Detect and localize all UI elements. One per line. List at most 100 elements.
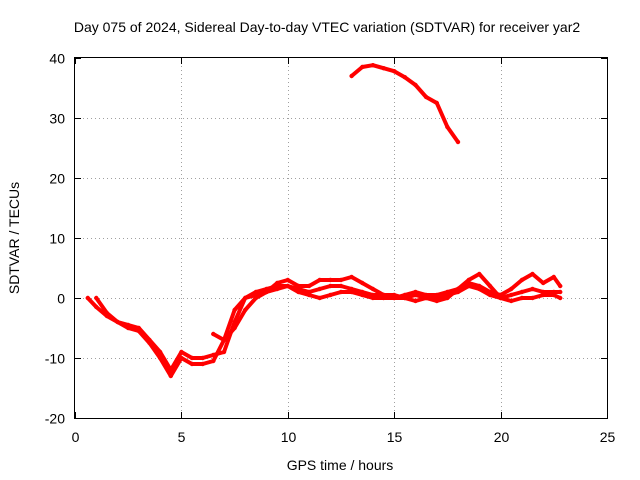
y-tick-label: -20 xyxy=(45,411,65,427)
data-point xyxy=(392,295,397,301)
data-point xyxy=(519,289,525,295)
data-point xyxy=(317,286,322,292)
data-point xyxy=(558,295,563,301)
data-point xyxy=(328,277,333,283)
x-tick-label: 15 xyxy=(387,429,403,445)
data-point xyxy=(253,295,259,301)
data-point xyxy=(477,271,482,277)
data-point xyxy=(392,69,397,74)
data-point xyxy=(360,292,365,298)
grid xyxy=(75,58,607,418)
data-point xyxy=(115,319,120,325)
data-point xyxy=(509,298,514,304)
x-tick-label: 5 xyxy=(178,429,186,445)
data-point xyxy=(360,280,365,286)
data-point xyxy=(317,277,322,283)
data-point xyxy=(275,280,280,286)
data-point xyxy=(530,286,535,292)
data-point xyxy=(381,295,386,301)
data-point xyxy=(558,283,563,289)
data-point xyxy=(413,289,418,295)
data-point xyxy=(328,283,333,289)
data-point xyxy=(232,325,237,331)
data-point xyxy=(455,286,461,292)
data-point xyxy=(200,355,205,361)
data-point xyxy=(232,307,237,313)
x-axis-label: GPS time / hours xyxy=(287,457,394,473)
data-point xyxy=(157,355,163,361)
data-point xyxy=(370,62,376,68)
data-point xyxy=(402,292,407,298)
x-tick-label: 10 xyxy=(281,429,297,445)
data-point xyxy=(179,355,184,361)
data-point xyxy=(487,289,493,295)
series-main-track-a xyxy=(85,284,563,372)
data-point xyxy=(264,289,269,295)
data-point xyxy=(349,289,354,295)
data-point xyxy=(189,361,195,367)
data-point xyxy=(211,331,216,337)
data-point xyxy=(445,124,450,130)
data-point xyxy=(413,298,418,304)
data-point xyxy=(370,286,376,292)
data-point xyxy=(200,361,205,367)
data-point xyxy=(338,277,344,283)
y-tick-label: -10 xyxy=(45,351,65,367)
data-point xyxy=(317,295,322,301)
data-point xyxy=(434,100,439,106)
y-axis-label: SDTVAR / TECUs xyxy=(6,182,22,294)
data-point xyxy=(445,295,450,301)
data-point xyxy=(211,358,216,364)
data-point xyxy=(360,64,365,70)
data-point xyxy=(509,286,514,292)
data-point xyxy=(306,292,312,298)
data-point xyxy=(445,289,450,295)
data-point xyxy=(136,328,141,334)
data-point xyxy=(349,73,354,79)
data-point xyxy=(558,289,563,295)
data-point xyxy=(519,295,525,301)
data-point xyxy=(85,295,91,301)
data-point xyxy=(509,292,514,298)
x-tick-label: 25 xyxy=(600,429,616,445)
data-point xyxy=(104,310,110,316)
data-point xyxy=(551,274,556,280)
data-point xyxy=(147,340,152,346)
data-point xyxy=(179,349,184,355)
data-point xyxy=(168,373,173,379)
data-point xyxy=(541,292,546,298)
data-point xyxy=(296,289,301,295)
data-point xyxy=(94,295,99,301)
data-point xyxy=(221,337,227,343)
y-tick-label: 10 xyxy=(49,231,65,247)
data-point xyxy=(126,325,131,331)
data-point xyxy=(423,292,429,298)
data-point xyxy=(434,298,439,304)
series-layer xyxy=(85,62,563,379)
data-point xyxy=(413,82,418,88)
data-point xyxy=(530,295,535,301)
data-point xyxy=(338,289,344,295)
data-point xyxy=(275,286,280,292)
plot-frame xyxy=(74,57,608,419)
data-point xyxy=(519,277,525,283)
data-point xyxy=(189,355,195,361)
data-point xyxy=(296,283,301,289)
data-point xyxy=(221,349,227,355)
axis-ticks: 0 5 10 15 20 25 -20 -10 0 10 20 30 40 xyxy=(45,51,616,446)
data-point xyxy=(328,292,333,298)
series-main-track-c xyxy=(211,272,563,342)
data-point xyxy=(370,295,376,301)
x-tick-label: 0 xyxy=(72,429,80,445)
chart-title: Day 075 of 2024, Sidereal Day-to-day VTE… xyxy=(74,19,580,35)
data-point xyxy=(306,283,312,289)
data-point xyxy=(541,280,546,286)
data-point xyxy=(285,277,290,283)
data-point xyxy=(498,292,503,298)
y-tick-label: 30 xyxy=(49,111,65,127)
data-point xyxy=(402,75,407,80)
data-point xyxy=(243,307,248,313)
data-point xyxy=(530,271,535,277)
data-point xyxy=(551,292,556,298)
